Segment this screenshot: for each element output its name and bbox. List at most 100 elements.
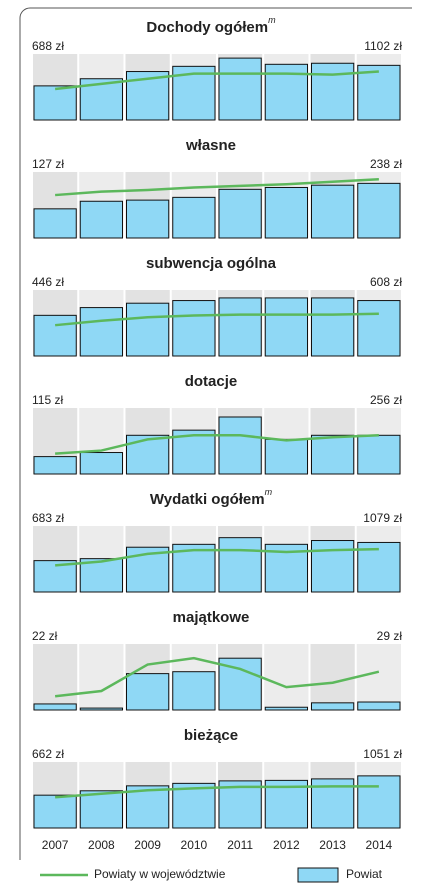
bar bbox=[264, 438, 308, 475]
bar bbox=[172, 300, 216, 357]
bar bbox=[33, 703, 77, 711]
bar bbox=[311, 540, 355, 593]
value-label: 662 zł bbox=[32, 747, 64, 761]
bar bbox=[126, 673, 170, 711]
bar bbox=[311, 184, 355, 239]
value-label: 683 zł bbox=[32, 511, 64, 525]
bar bbox=[218, 57, 262, 121]
bar bbox=[79, 707, 123, 711]
bar bbox=[172, 782, 216, 829]
band-bg bbox=[310, 644, 355, 710]
x-tick-label: 2009 bbox=[134, 838, 161, 852]
bar bbox=[79, 558, 123, 593]
bar bbox=[79, 307, 123, 357]
bar bbox=[264, 297, 308, 357]
line bbox=[55, 177, 379, 197]
legend-label: Powiat bbox=[346, 867, 383, 881]
value-label: 256 zł bbox=[370, 393, 402, 407]
value-label: 22 zł bbox=[32, 629, 58, 643]
line bbox=[54, 656, 380, 698]
bar bbox=[311, 702, 355, 711]
value-label: 1079 zł bbox=[363, 511, 402, 525]
panel-title-text: subwencja ogólna bbox=[146, 255, 277, 272]
panel-title: własne bbox=[185, 137, 236, 154]
bar bbox=[126, 785, 170, 829]
bar bbox=[33, 314, 77, 357]
bar bbox=[218, 416, 262, 475]
bar bbox=[218, 657, 262, 711]
value-label: 446 zł bbox=[32, 275, 64, 289]
frame bbox=[19, 7, 412, 860]
x-tick-label: 2008 bbox=[88, 838, 115, 852]
x-tick-label: 2011 bbox=[227, 838, 253, 852]
panel-title-text: Wydatki ogółem bbox=[150, 491, 265, 508]
bar bbox=[126, 199, 170, 239]
bar bbox=[218, 188, 262, 239]
bar bbox=[357, 541, 401, 593]
bar bbox=[172, 196, 216, 239]
band-bg bbox=[33, 644, 78, 710]
line bbox=[54, 70, 379, 91]
band-bg bbox=[264, 644, 309, 710]
panel-title-text: dotacje bbox=[185, 373, 238, 390]
bar bbox=[357, 300, 401, 357]
band-bg bbox=[79, 644, 124, 710]
legend-label: Powiaty w województwie bbox=[94, 867, 226, 881]
bar bbox=[311, 297, 355, 357]
panel-title: dotacje bbox=[185, 373, 238, 390]
panel-title: subwencja ogólna bbox=[146, 255, 277, 272]
value-label: 608 zł bbox=[370, 275, 402, 289]
bar bbox=[218, 297, 262, 357]
bar bbox=[218, 780, 262, 829]
panel-title-text: własne bbox=[185, 137, 236, 154]
panel-title: Wydatki ogółemm bbox=[150, 487, 273, 508]
panel-title-text: bieżące bbox=[184, 727, 238, 744]
line bbox=[55, 547, 379, 567]
bar bbox=[264, 186, 308, 239]
value-label: 238 zł bbox=[370, 157, 402, 171]
value-label: 1102 zł bbox=[364, 39, 402, 53]
x-tick-label: 2014 bbox=[366, 838, 393, 852]
line bbox=[55, 785, 379, 799]
bar bbox=[311, 62, 355, 121]
bar bbox=[357, 701, 401, 711]
panel-title-text: Dochody ogółem bbox=[146, 19, 268, 36]
line bbox=[55, 434, 379, 455]
value-label: 115 zł bbox=[32, 393, 63, 407]
bar bbox=[357, 64, 401, 121]
bar bbox=[357, 775, 401, 829]
x-tick-label: 2013 bbox=[319, 838, 346, 852]
bar bbox=[79, 452, 123, 475]
bar bbox=[264, 706, 308, 711]
title-superscript: m bbox=[265, 487, 273, 497]
panel-title: majątkowe bbox=[173, 609, 250, 626]
panel-title: bieżące bbox=[184, 727, 238, 744]
bar bbox=[33, 794, 77, 829]
x-tick-label: 2010 bbox=[181, 838, 208, 852]
panel-title-text: majątkowe bbox=[173, 609, 250, 626]
bar bbox=[311, 434, 355, 475]
line bbox=[55, 312, 379, 327]
bar bbox=[33, 208, 77, 239]
bar bbox=[126, 434, 170, 475]
band-bg bbox=[356, 644, 401, 710]
value-label: 688 zł bbox=[32, 39, 64, 53]
bar bbox=[33, 85, 77, 121]
panel-title: Dochody ogółemm bbox=[146, 15, 276, 36]
bar bbox=[126, 302, 170, 357]
x-tick-label: 2007 bbox=[42, 838, 69, 852]
bar bbox=[357, 434, 401, 475]
value-label: 1051 zł bbox=[363, 747, 402, 761]
bar bbox=[33, 560, 77, 593]
value-label: 29 zł bbox=[377, 629, 403, 643]
bar bbox=[33, 456, 77, 475]
title-superscript: m bbox=[268, 15, 276, 25]
legend-swatch bbox=[297, 867, 339, 883]
bar bbox=[357, 182, 401, 239]
value-label: 127 zł bbox=[32, 157, 64, 171]
bar bbox=[79, 790, 123, 829]
bar bbox=[218, 537, 262, 593]
bar bbox=[264, 779, 308, 829]
x-tick-label: 2012 bbox=[273, 838, 300, 852]
